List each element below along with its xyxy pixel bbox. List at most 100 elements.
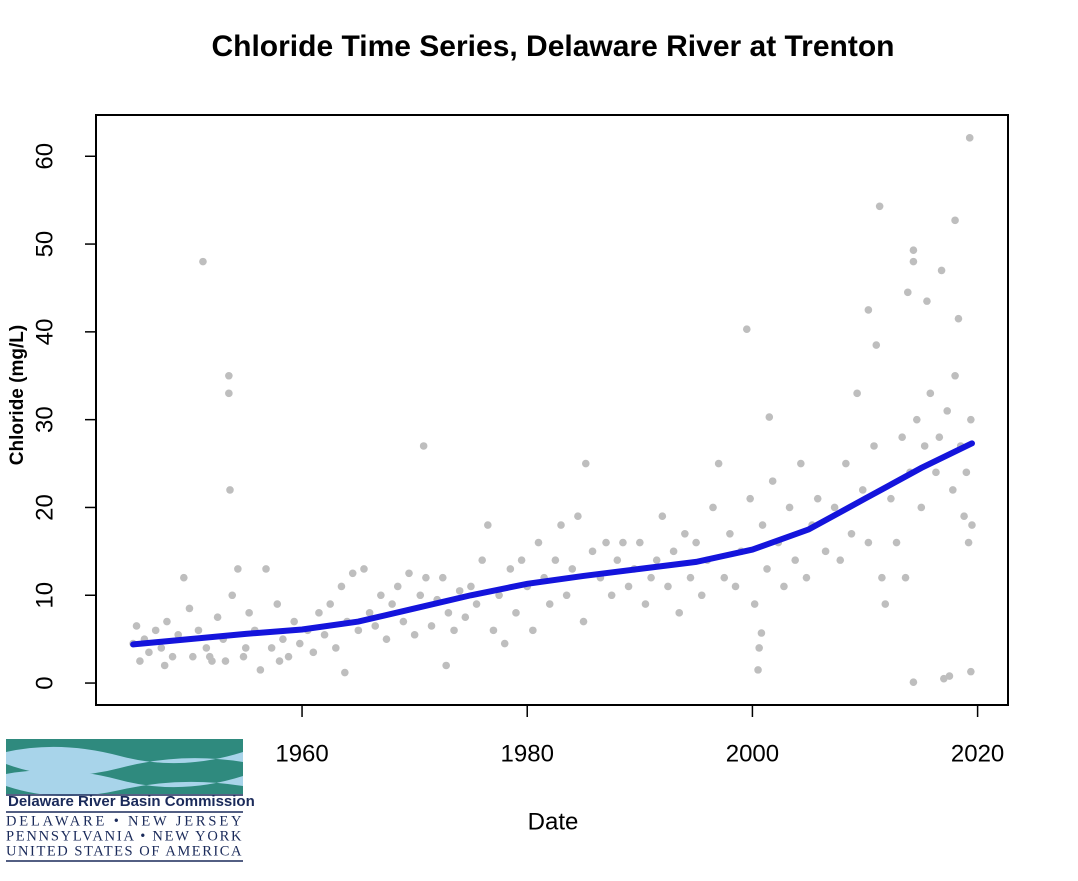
data-point [917,503,926,512]
trend-line [130,440,975,648]
data-point [892,538,901,547]
data-point [588,547,597,556]
data-point [785,503,794,512]
data-point [962,468,971,477]
data-point [341,668,349,677]
data-point [267,644,276,652]
data-point [388,600,396,608]
data-point [647,573,655,582]
data-point [949,486,957,494]
data-point [731,582,740,591]
data-point [221,657,230,665]
data-point [574,512,582,521]
data-point [579,617,588,626]
data-point [613,556,622,564]
data-point [568,565,577,573]
data-point [768,477,777,485]
data-point [926,389,935,398]
data-point [714,459,723,468]
data-point [754,666,762,674]
y-tick-label: 0 [31,676,58,689]
data-point [309,648,318,657]
y-tick-label: 30 [31,406,58,433]
data-point [872,341,881,349]
logo-wave [6,746,243,776]
data-point [864,538,873,547]
data-point [377,591,385,600]
data-point [901,573,910,582]
data-point [337,582,346,591]
y-tick-label: 20 [31,494,58,521]
data-point [697,591,706,600]
data-point [422,573,430,582]
data-point [168,652,177,661]
data-point [945,672,954,680]
data-point [964,538,973,547]
data-point [842,459,850,468]
data-point [602,538,610,547]
data-point [619,538,627,547]
data-point [275,657,284,665]
data-point [279,635,287,643]
data-point [151,626,160,635]
plot-frame [95,114,1009,706]
data-point [847,529,856,538]
data-point [652,556,661,564]
data-point [742,325,751,334]
data-point [427,622,436,630]
data-point [664,582,672,591]
data-point [821,547,830,556]
data-point [903,288,912,297]
data-point [478,556,486,564]
data-point [853,389,861,398]
data-point [755,644,763,652]
data-point [382,635,391,643]
data-point [765,413,774,421]
data-point [557,521,565,529]
data-point [750,600,759,608]
x-axis-label: Date [528,808,579,835]
data-point [132,622,141,630]
data-point [467,582,475,591]
data-point [262,565,270,573]
data-point [239,652,248,661]
data-point [746,494,754,503]
logo-name: Delaware River Basin Commission [8,793,255,810]
data-point [780,582,788,591]
y-axis-label: Chloride (mg/L) [7,325,28,465]
data-point [858,486,867,494]
data-point [199,257,207,266]
data-point [881,600,890,608]
data-point [951,371,959,380]
data-point [273,600,282,608]
x-tick-label: 1980 [501,740,554,767]
data-point [797,459,805,468]
data-point [675,609,684,617]
y-tick-label: 60 [31,143,58,170]
data-point [607,591,616,600]
data-point [641,600,650,608]
data-point [726,529,734,538]
data-point [225,371,233,380]
data-point [878,573,886,582]
data-point [923,297,931,305]
data-point [967,415,975,424]
data-point [241,644,250,652]
data-point [393,582,402,591]
data-point [791,556,799,564]
data-point [720,573,729,582]
data-point [937,266,946,275]
data-point [551,556,560,564]
data-point [940,674,948,683]
data-point [763,565,771,573]
logo: Delaware River Basin Commission DELAWARE… [6,739,255,862]
data-point [909,257,918,266]
y-tick-label: 50 [31,231,58,258]
data-point [450,626,458,635]
data-point [836,556,845,564]
logo-wave [6,770,243,797]
data-point [163,617,171,626]
data-point [517,556,526,564]
data-point [371,622,380,630]
data-point [472,600,481,608]
